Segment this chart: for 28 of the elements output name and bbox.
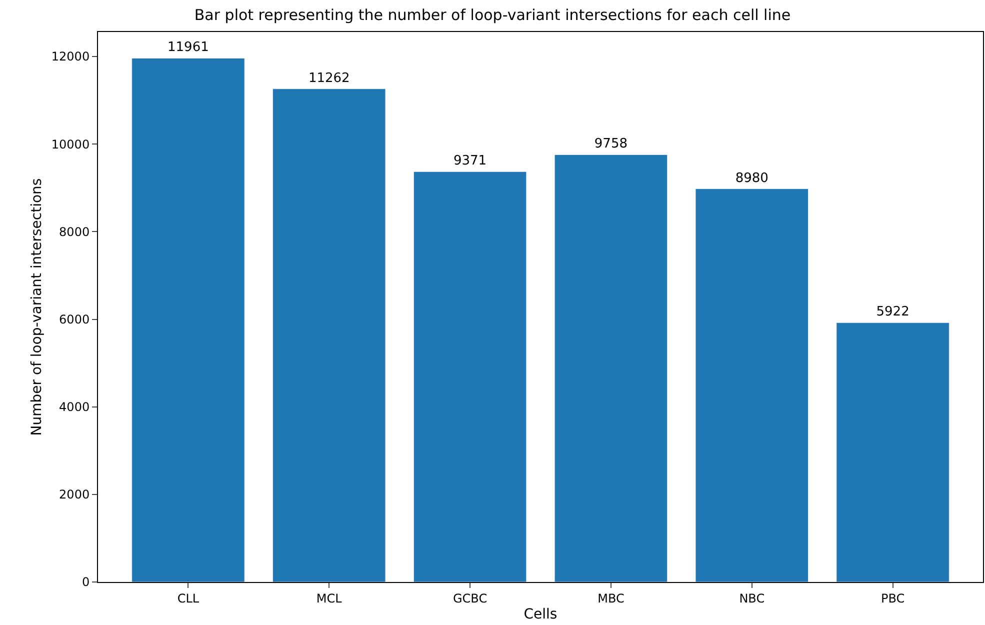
y-tick-label: 10000 xyxy=(51,137,90,152)
data-label: 11961 xyxy=(168,40,209,56)
x-tick-label: MCL xyxy=(316,591,342,606)
y-tick-label: 2000 xyxy=(59,488,90,502)
y-tick-label: 8000 xyxy=(59,224,90,239)
x-tick-label: PBC xyxy=(880,591,905,606)
x-tick-label: GCBC xyxy=(453,591,488,606)
chart-title: Bar plot representing the number of loop-variant intersections for each cell line xyxy=(194,6,791,24)
y-tick-label: 0 xyxy=(82,575,90,590)
data-label: 9758 xyxy=(594,136,628,152)
x-tick-label: MBC xyxy=(598,591,624,606)
data-label: 9371 xyxy=(453,154,487,169)
bar xyxy=(554,154,668,582)
bar xyxy=(413,171,527,582)
y-tick-label: 4000 xyxy=(59,400,90,414)
bar xyxy=(836,322,950,582)
y-tick-label: 6000 xyxy=(59,312,90,326)
bar xyxy=(272,88,386,582)
x-tick-label: NBC xyxy=(739,591,765,606)
y-axis-title: Number of loop-variant intersections xyxy=(29,178,46,436)
data-label: 8980 xyxy=(735,170,768,186)
bar xyxy=(695,188,808,582)
data-label: 5922 xyxy=(876,304,910,320)
y-tick-label: 12000 xyxy=(51,50,90,64)
data-label: 11262 xyxy=(308,70,350,86)
bar xyxy=(132,58,245,582)
x-tick-label: CLL xyxy=(177,591,200,606)
x-axis-title: Cells xyxy=(524,606,558,623)
